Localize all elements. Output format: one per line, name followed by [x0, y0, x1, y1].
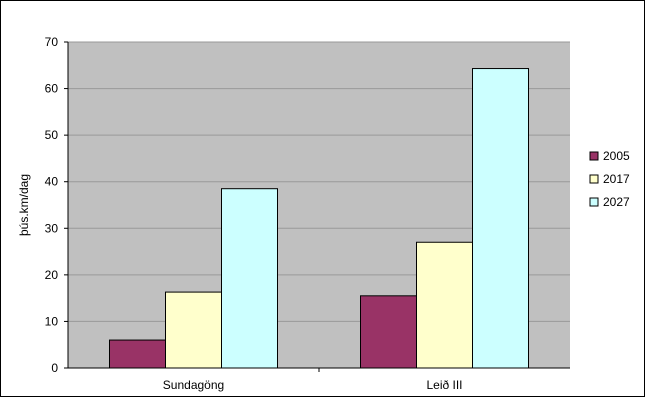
- y-tick-label: 0: [51, 361, 58, 375]
- legend-swatch-2027: [589, 197, 599, 207]
- x-tick-label: Sundagöng: [163, 378, 224, 392]
- x-tick-labels: Sundagöng Leið III: [163, 378, 463, 392]
- legend-swatch-2005: [589, 151, 599, 161]
- legend-label-2027: 2027: [603, 195, 630, 209]
- y-tick-label: 40: [45, 175, 59, 189]
- bar-2027-1: [472, 68, 529, 369]
- bar-2005-1: [360, 295, 417, 369]
- legend-label-2005: 2005: [603, 149, 630, 163]
- legend: 2005 2017 2027: [589, 149, 630, 209]
- legend-label-2017: 2017: [603, 172, 630, 186]
- y-tick-labels: 0 10 20 30 40 50 60 70: [45, 35, 59, 375]
- y-tick-label: 70: [45, 35, 59, 49]
- y-tick-label: 30: [45, 221, 59, 235]
- axes: [64, 41, 570, 372]
- x-tick-label: Leið III: [426, 378, 462, 392]
- y-tick-label: 50: [45, 128, 59, 142]
- y-tick-label: 10: [45, 314, 59, 328]
- bar-2027-0: [221, 188, 278, 369]
- bar-2005-0: [109, 339, 166, 369]
- y-axis-label: þús.km/dag: [17, 174, 31, 236]
- y-tick-label: 60: [45, 82, 59, 96]
- legend-swatch-2017: [589, 174, 599, 184]
- bar-2017-0: [165, 291, 222, 369]
- y-tick-label: 20: [45, 268, 59, 282]
- bar-2017-1: [416, 241, 473, 369]
